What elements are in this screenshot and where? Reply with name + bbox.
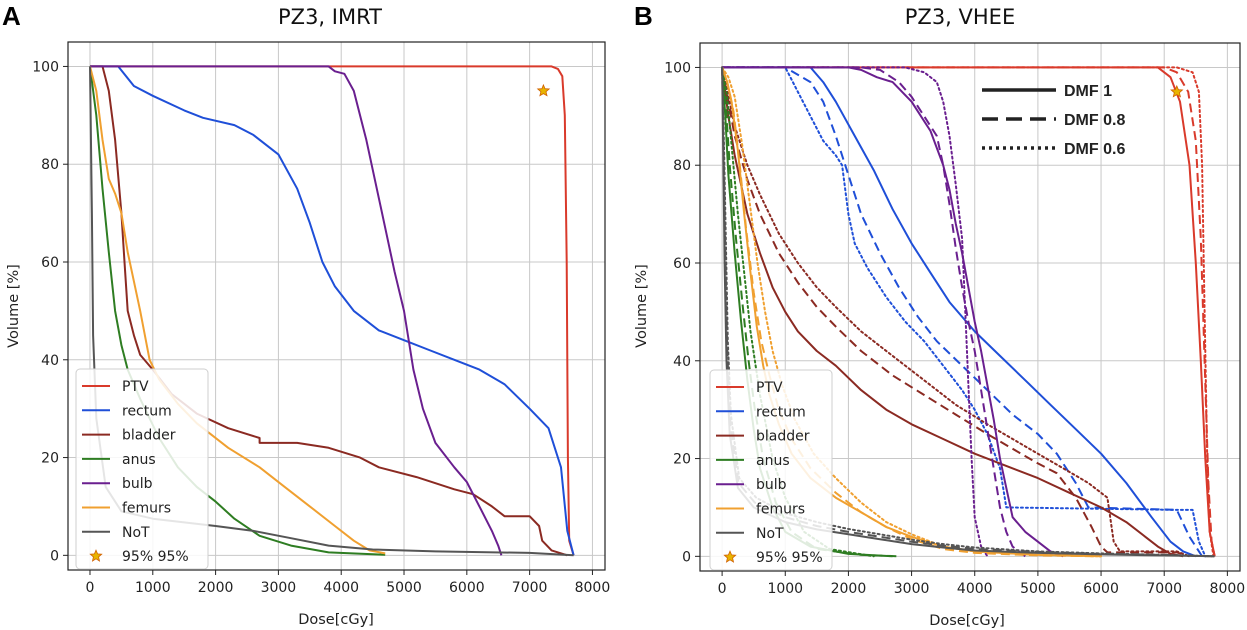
panel-b-xtick-label-8000: 8000 bbox=[1210, 581, 1246, 597]
panel-a-ytick-label-80: 80 bbox=[41, 157, 59, 173]
panel-a-series-bladder-solid bbox=[90, 65, 568, 557]
panel-b: B PZ3, VHEE 0 1000 2000 3000 4000 5000 6000 700… bbox=[634, 1, 1245, 629]
dmf-legend-label-1: DMF 0.8 bbox=[1064, 112, 1125, 129]
panel-a-ytick-label-60: 60 bbox=[41, 255, 59, 271]
panel-a-legend-label-3: anus bbox=[122, 452, 156, 468]
panel-a-ytick-label-0: 0 bbox=[50, 548, 59, 564]
panel-b-xtick-label-7000: 7000 bbox=[1146, 581, 1182, 597]
panel-a-xtick-label-0: 0 bbox=[86, 580, 95, 596]
panel-b-legend-label-3: anus bbox=[756, 453, 790, 469]
panel-b-xtick-label-0: 0 bbox=[718, 581, 727, 597]
panel-a-legend-label-6: NoT bbox=[122, 525, 150, 541]
panel-a-xtick-label-2000: 2000 bbox=[198, 580, 234, 596]
panel-a-title: PZ3, IMRT bbox=[278, 5, 382, 29]
panel-b-series-bladder-dashed bbox=[721, 67, 1190, 558]
panel-a-xtick-label-6000: 6000 bbox=[449, 580, 485, 596]
panel-b-ytick-label-20: 20 bbox=[673, 452, 691, 468]
panel-b-series-not-dotted bbox=[721, 66, 1216, 558]
panel-a-plot-frame bbox=[67, 41, 606, 571]
panel-a-ytick-label-100: 100 bbox=[32, 59, 59, 75]
panel-b-legend-box bbox=[709, 369, 833, 571]
panel-a-xtick-label-1000: 1000 bbox=[135, 580, 171, 596]
panel-a-legend: PTV rectum bladder anus bulb femurs NoT 95% 95% bbox=[75, 368, 209, 570]
dmf-legend-label-2: DMF 0.6 bbox=[1064, 141, 1125, 158]
panel-b-xtick-label-3000: 3000 bbox=[894, 581, 930, 597]
panel-a-legend-star-icon bbox=[89, 549, 103, 562]
panel-b-ticks: 0 1000 2000 3000 4000 5000 6000 7000 8000 0 20 40 60… bbox=[664, 60, 1245, 597]
panel-b-ytick-label-80: 80 bbox=[673, 158, 691, 174]
panel-a-series-not-solid bbox=[89, 66, 574, 557]
panel-b-legend-label-4: bulb bbox=[756, 477, 787, 493]
panel-b-xtick-label-5000: 5000 bbox=[1020, 581, 1056, 597]
panel-a-ytick-label-20: 20 bbox=[41, 451, 59, 467]
panel-b-plot-frame bbox=[699, 42, 1241, 572]
panel-a-series bbox=[89, 65, 575, 557]
panel-b-series-rectum-solid bbox=[722, 66, 1197, 558]
panel-a-ylabel: Volume [%] bbox=[6, 264, 22, 348]
panel-a-legend-box bbox=[75, 368, 209, 570]
panel-b-series-rectum-dashed bbox=[722, 66, 1203, 557]
panel-b-legend-label-1: rectum bbox=[756, 404, 806, 420]
panel-b-xtick-label-4000: 4000 bbox=[957, 581, 993, 597]
panel-a-xlabel: Dose[cGy] bbox=[298, 612, 374, 628]
panel-a-marker-95-95 bbox=[536, 83, 551, 97]
panel-b-legend-label-2: bladder bbox=[756, 429, 810, 445]
panel-a-legend-label-4: bulb bbox=[122, 476, 153, 492]
panel-b-ytick-label-0: 0 bbox=[682, 549, 691, 565]
panel-a-xtick-label-7000: 7000 bbox=[512, 580, 548, 596]
panel-b-series-bulb-solid bbox=[722, 66, 1064, 558]
panel-a-legend-label-1: rectum bbox=[122, 403, 172, 419]
panel-b-series-bulb-dashed bbox=[722, 66, 1026, 558]
panel-b-ylabel: Volume [%] bbox=[634, 264, 650, 348]
panel-b-legend-star-icon bbox=[723, 550, 737, 563]
panel-a-ytick-label-40: 40 bbox=[41, 353, 59, 369]
panel-a-series-bulb-solid bbox=[90, 65, 503, 556]
panel-a-legend-label-0: PTV bbox=[122, 379, 149, 395]
panel-b-title: PZ3, VHEE bbox=[905, 5, 1015, 29]
panel-b-ytick-label-60: 60 bbox=[673, 256, 691, 272]
panel-b-xtick-label-6000: 6000 bbox=[1083, 581, 1119, 597]
panel-b-xtick-label-1000: 1000 bbox=[767, 581, 803, 597]
panel-b-series-rectum-dotted bbox=[721, 66, 1207, 558]
panel-a-legend-label-5: femurs bbox=[122, 501, 171, 517]
panel-b-series-not-solid bbox=[721, 67, 1215, 558]
panel-b-legend: PTV rectum bladder anus bulb femurs NoT 95% 95% bbox=[709, 369, 833, 571]
dmf-legend-label-0: DMF 1 bbox=[1064, 83, 1112, 100]
panel-b-marker-95-95 bbox=[1170, 84, 1184, 98]
panel-a-series-rectum-solid bbox=[90, 65, 575, 556]
panel-b-series-bladder-solid bbox=[721, 67, 1184, 558]
panel-a-series-ptv-solid bbox=[90, 65, 575, 556]
panel-a-xtick-label-4000: 4000 bbox=[323, 580, 359, 596]
panel-a-xtick-label-8000: 8000 bbox=[575, 580, 611, 596]
panel-a-xtick-label-5000: 5000 bbox=[386, 580, 422, 596]
panel-b-legend-label-7: 95% 95% bbox=[756, 550, 823, 566]
panel-b-series-ptv-dashed bbox=[722, 66, 1216, 557]
panel-b-ytick-label-100: 100 bbox=[664, 60, 691, 76]
panel-a: A PZ3, IMRT 0 1000 2000 3000 4000 5000 6000 700… bbox=[2, 1, 610, 628]
panel-b-legend-label-5: femurs bbox=[756, 502, 805, 518]
panel-b-xlabel: Dose[cGy] bbox=[929, 613, 1005, 629]
panel-b-legend-label-6: NoT bbox=[756, 526, 784, 542]
panel-b-series-bladder-dotted bbox=[721, 66, 1191, 558]
panel-a-legend-label-7: 95% 95% bbox=[122, 549, 189, 565]
panel-a-xtick-label-3000: 3000 bbox=[261, 580, 297, 596]
panel-b-letter: B bbox=[634, 1, 653, 31]
panel-b-series-ptv-dotted bbox=[721, 66, 1215, 558]
panel-b-ytick-label-40: 40 bbox=[673, 354, 691, 370]
panel-b-series-bulb-dotted bbox=[721, 66, 989, 558]
panel-a-letter: A bbox=[2, 1, 21, 31]
panel-b-xtick-label-2000: 2000 bbox=[831, 581, 867, 597]
panel-a-ticks: 0 1000 2000 3000 4000 5000 6000 7000 8000 0 20 40 60… bbox=[32, 59, 610, 596]
panel-b-legend-label-0: PTV bbox=[756, 380, 783, 396]
dmf-legend: DMF 1 DMF 0.8 DMF 0.6 bbox=[982, 83, 1125, 158]
panel-a-legend-label-2: bladder bbox=[122, 428, 176, 444]
